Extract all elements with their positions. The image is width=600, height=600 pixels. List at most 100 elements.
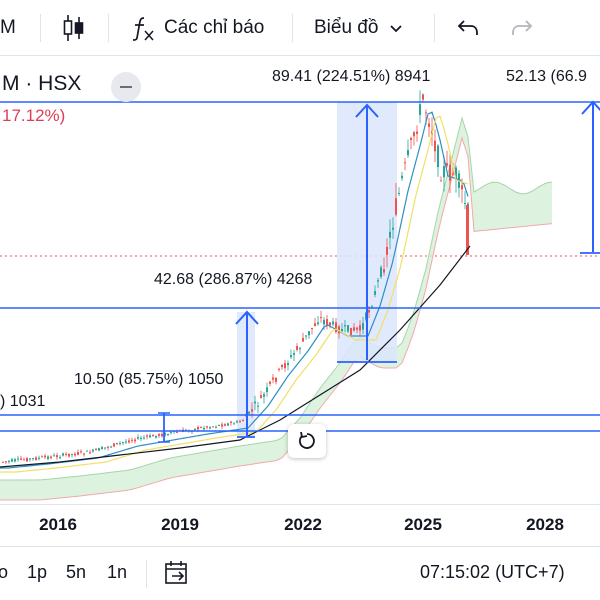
chart-type-dropdown[interactable]: Biểu đồ	[314, 0, 404, 56]
candle-body	[161, 433, 163, 437]
range-button[interactable]: 1p	[27, 562, 48, 582]
candle-body	[77, 452, 79, 455]
toolbar-divider	[146, 560, 147, 588]
measure-arrow-head	[235, 310, 259, 325]
measure-arrow-head	[355, 103, 379, 118]
collapse-legend-button[interactable]	[111, 72, 141, 102]
time-axis[interactable]: 2016 2019 2022 2025 2028	[0, 504, 600, 546]
undo-icon	[457, 20, 478, 35]
candle-body	[71, 454, 73, 456]
candle-body	[350, 327, 352, 335]
candle-body	[215, 426, 217, 428]
price-chart[interactable]	[0, 56, 600, 504]
candle-body	[143, 437, 145, 439]
candle-body	[104, 447, 106, 449]
candle-body	[290, 355, 292, 358]
candle-body	[275, 377, 277, 382]
candle-body	[224, 424, 226, 426]
measure-label[interactable]: ) 1031	[0, 390, 52, 414]
candle-body	[116, 442, 118, 444]
candle-body	[305, 335, 307, 337]
range-button[interactable]: 1n	[107, 562, 128, 582]
measure-label[interactable]: 42.68 (286.87%) 4268	[148, 268, 319, 292]
candle-body	[65, 453, 67, 455]
candle-body	[149, 435, 151, 438]
measure-label[interactable]: 10.50 (85.75%) 1050	[68, 368, 230, 392]
candle-body	[344, 325, 346, 327]
candle-body	[164, 432, 166, 436]
cloud-upper-line	[0, 116, 553, 481]
candle-body	[272, 377, 274, 380]
candle-body	[407, 150, 409, 156]
measure-arrow-head	[581, 100, 600, 115]
range-button[interactable]: 5n	[66, 562, 87, 582]
indicators-label: Các chỉ báo	[164, 17, 265, 38]
candle-body	[47, 456, 49, 459]
candle-body	[167, 433, 169, 436]
candle-body	[248, 411, 250, 414]
candle-body	[107, 446, 109, 448]
candle-body	[455, 167, 457, 181]
candle-body	[29, 458, 31, 460]
symbol-title[interactable]: M · HSX	[2, 72, 82, 95]
candle-body	[131, 439, 133, 441]
time-tick: 2022	[284, 515, 322, 534]
redo-button[interactable]	[510, 0, 534, 56]
candle-body	[362, 323, 364, 330]
interval-button[interactable]: M	[0, 0, 16, 56]
candle-body	[98, 448, 100, 451]
candle-body	[335, 322, 337, 333]
candles-chart-type-button[interactable]	[62, 0, 86, 56]
candle-body	[221, 424, 223, 427]
candle-body	[302, 338, 304, 342]
toolbar-divider	[292, 14, 293, 42]
candle-body	[89, 452, 91, 454]
calendar-goto-icon[interactable]	[163, 559, 191, 587]
candle-body	[5, 461, 7, 463]
reset-icon	[299, 431, 315, 449]
candle-body	[368, 310, 370, 313]
candle-body	[146, 435, 148, 437]
candle-body	[404, 162, 406, 164]
clock-timezone[interactable]: 07:15:02 (UTC+7)	[420, 562, 565, 582]
candle-body	[155, 435, 157, 438]
candle-body	[170, 432, 172, 434]
candle-body	[113, 443, 115, 447]
time-tick: 2025	[404, 515, 442, 534]
candle-body	[200, 427, 202, 429]
interval-label: M	[0, 17, 16, 38]
candle-body	[176, 431, 178, 433]
candle-body	[194, 428, 196, 431]
candle-body	[134, 439, 136, 442]
candle-body	[218, 424, 220, 426]
candle-body	[278, 368, 280, 370]
candle-body	[8, 460, 10, 462]
candle-body	[338, 326, 340, 334]
indicators-button[interactable]: Các chỉ báo	[130, 0, 264, 56]
candle-body	[428, 123, 430, 127]
candle-body	[80, 451, 82, 453]
minus-icon	[120, 86, 132, 88]
candle-body	[137, 437, 139, 439]
measure-label[interactable]: 89.41 (224.51%) 8941	[266, 65, 437, 89]
candle-body	[59, 457, 61, 459]
candle-body	[158, 433, 160, 436]
candle-body	[140, 437, 142, 439]
candle-body	[86, 450, 88, 452]
chart-type-label: Biểu đồ	[314, 17, 379, 38]
candle-body	[74, 453, 76, 456]
candle-body	[419, 104, 421, 115]
candle-body	[323, 319, 325, 325]
measure-label[interactable]: 52.13 (66.9	[500, 65, 593, 89]
candle-body	[197, 427, 199, 430]
candle-body	[62, 453, 64, 456]
candle-body	[449, 164, 451, 181]
candle-body	[284, 363, 286, 369]
candle-body	[464, 203, 466, 205]
undo-button[interactable]	[456, 0, 480, 56]
candle-body	[293, 353, 295, 355]
candle-body	[347, 325, 349, 332]
candle-body	[212, 426, 214, 428]
range-button[interactable]: o	[0, 562, 9, 582]
reset-chart-button[interactable]	[288, 424, 326, 458]
